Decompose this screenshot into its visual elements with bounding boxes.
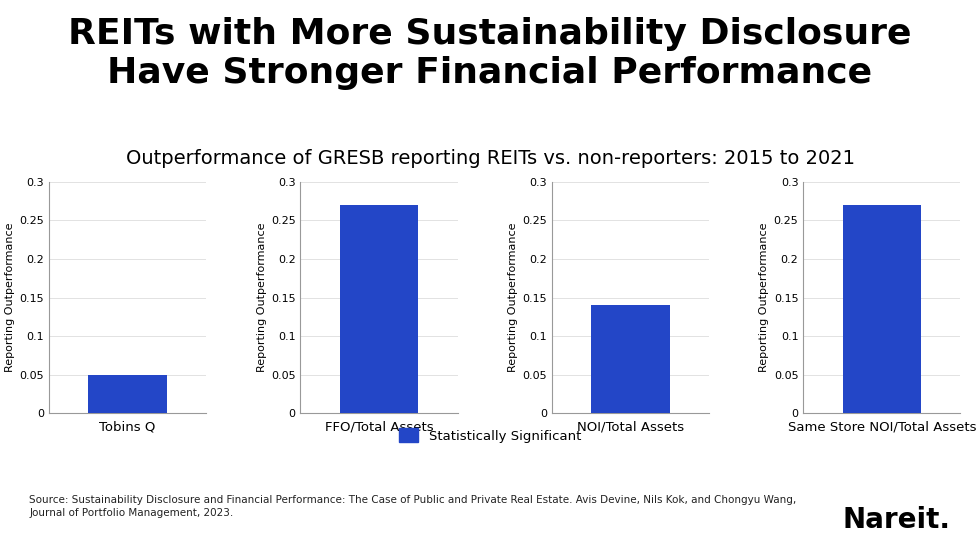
Bar xyxy=(340,205,418,413)
Y-axis label: Reporting Outperformance: Reporting Outperformance xyxy=(760,223,769,372)
Y-axis label: Reporting Outperformance: Reporting Outperformance xyxy=(508,223,518,372)
Bar xyxy=(843,205,921,413)
Text: REITs with More Sustainability Disclosure
Have Stronger Financial Performance: REITs with More Sustainability Disclosur… xyxy=(69,17,911,90)
X-axis label: Same Store NOI/Total Assets: Same Store NOI/Total Assets xyxy=(788,420,976,433)
Text: Source: Sustainability Disclosure and Financial Performance: The Case of Public : Source: Sustainability Disclosure and Fi… xyxy=(29,495,797,518)
X-axis label: NOI/Total Assets: NOI/Total Assets xyxy=(577,420,684,433)
X-axis label: Tobins Q: Tobins Q xyxy=(99,420,156,433)
Y-axis label: Reporting Outperformance: Reporting Outperformance xyxy=(257,223,267,372)
Text: Nareit.: Nareit. xyxy=(843,506,951,534)
Bar xyxy=(591,305,669,413)
Legend: Statistically Significant: Statistically Significant xyxy=(393,423,587,448)
Bar xyxy=(88,375,167,413)
X-axis label: FFO/Total Assets: FFO/Total Assets xyxy=(324,420,433,433)
Text: Outperformance of GRESB reporting REITs vs. non-reporters: 2015 to 2021: Outperformance of GRESB reporting REITs … xyxy=(125,149,855,168)
Y-axis label: Reporting Outperformance: Reporting Outperformance xyxy=(5,223,16,372)
